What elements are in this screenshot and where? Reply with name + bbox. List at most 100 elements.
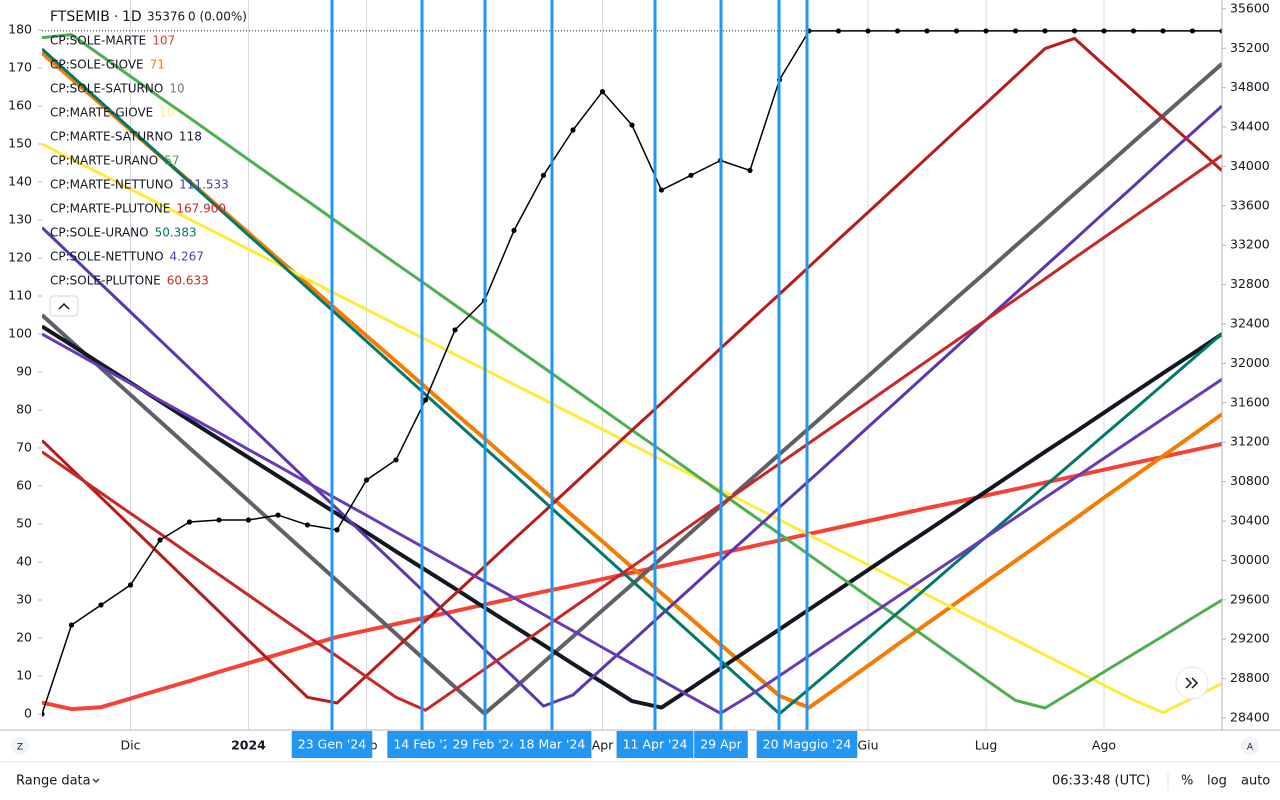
y2-tick-label: 31600 bbox=[1230, 394, 1270, 409]
price-point bbox=[216, 517, 222, 523]
series-line bbox=[42, 332, 1222, 715]
y-tick-label: 140 bbox=[8, 174, 32, 189]
price-point bbox=[1219, 28, 1222, 34]
y2-tick-label: 34000 bbox=[1230, 158, 1270, 173]
collapse-button[interactable] bbox=[49, 295, 79, 317]
scroll-icon bbox=[1185, 677, 1193, 689]
legend-value: 107 bbox=[152, 34, 175, 48]
price-point bbox=[393, 457, 399, 463]
y-tick-label: 10 bbox=[16, 668, 32, 683]
y2-tick-label: 35200 bbox=[1230, 40, 1270, 55]
scroll-icon bbox=[1191, 677, 1199, 689]
price-point bbox=[422, 397, 429, 403]
price-point bbox=[835, 28, 842, 34]
series-line bbox=[42, 154, 1222, 712]
price-point bbox=[570, 127, 576, 133]
price-point bbox=[511, 227, 517, 234]
legend-name: CP:SOLE-NETTUNO bbox=[50, 250, 164, 264]
price-point bbox=[658, 187, 665, 193]
y-tick-label: 180 bbox=[8, 22, 32, 37]
range-button[interactable]: Range data bbox=[16, 774, 91, 789]
price-point bbox=[275, 512, 281, 518]
symbol: FTSEMIB bbox=[50, 9, 110, 25]
price-point bbox=[1071, 28, 1078, 34]
price-point bbox=[363, 477, 370, 483]
price-point bbox=[334, 527, 340, 533]
price-point bbox=[599, 88, 606, 95]
legend-name: CP:MARTE-URANO bbox=[50, 154, 158, 168]
series-line bbox=[42, 62, 1222, 716]
y2-tick-label: 30400 bbox=[1230, 513, 1270, 528]
y-tick-label: 90 bbox=[16, 364, 32, 379]
z-button[interactable] bbox=[11, 737, 29, 755]
event-label: 23 Gen '24 bbox=[298, 737, 367, 752]
y-tick-label: 150 bbox=[8, 136, 32, 151]
y2-tick-label: 32400 bbox=[1230, 316, 1270, 331]
price-point bbox=[1012, 28, 1019, 34]
y2-tick-label: 33200 bbox=[1230, 237, 1270, 252]
y-tick-label: 160 bbox=[8, 98, 32, 113]
price-point bbox=[42, 711, 45, 717]
y2-tick-label: 29600 bbox=[1230, 591, 1270, 606]
y2-tick-label: 33600 bbox=[1230, 197, 1270, 212]
legend-name: CP:MARTE-NETTUNO bbox=[50, 178, 173, 192]
legend-value: 10 bbox=[169, 82, 184, 96]
series-line bbox=[42, 36, 1222, 705]
y2-tick-label: 30800 bbox=[1230, 473, 1270, 488]
price-point bbox=[1042, 28, 1048, 34]
price-point bbox=[1101, 28, 1107, 34]
percent-toggle[interactable]: % bbox=[1181, 774, 1193, 789]
legend: FTSEMIB · 1D 35376 0 (0.00%) CP:SOLE-MAR… bbox=[50, 9, 247, 288]
collapse-button-box[interactable] bbox=[49, 295, 79, 317]
event-label: 20 Maggio '24 bbox=[763, 737, 852, 752]
event-label: 14 Feb '2 bbox=[393, 737, 450, 752]
y2-tick-label: 34800 bbox=[1230, 79, 1270, 94]
price-point bbox=[953, 28, 960, 34]
plot-area bbox=[42, 28, 1222, 717]
price-point bbox=[924, 28, 930, 34]
series-line bbox=[42, 104, 1222, 708]
legend-value: 57 bbox=[164, 154, 179, 168]
x-tick-label: Apr bbox=[592, 738, 614, 753]
grid bbox=[130, 0, 1105, 730]
x-tick-label: 2024 bbox=[231, 738, 266, 753]
price-point bbox=[186, 519, 193, 525]
events: 23 Gen '24 14 Feb '2 29 Feb '24 18 Mar '24 1… bbox=[291, 0, 858, 758]
price-point bbox=[452, 327, 458, 333]
a-label[interactable]: A bbox=[1247, 743, 1254, 753]
price-point bbox=[747, 167, 753, 173]
event-label: 11 Apr '24 bbox=[623, 737, 688, 752]
legend-value: 60.633 bbox=[167, 274, 209, 288]
price-point bbox=[245, 517, 252, 523]
auto-toggle[interactable]: auto bbox=[1241, 774, 1270, 789]
price-point bbox=[865, 28, 871, 34]
price-point bbox=[304, 522, 311, 528]
y-tick-label: 60 bbox=[16, 478, 32, 493]
event-label: 29 Feb '24 bbox=[452, 737, 517, 752]
legend-name: CP:SOLE-URANO bbox=[50, 226, 149, 240]
event-label-box bbox=[756, 731, 858, 758]
legend-value: 71 bbox=[150, 58, 165, 72]
a-button[interactable] bbox=[1241, 737, 1259, 755]
price-point bbox=[1160, 28, 1166, 34]
y-tick-label: 80 bbox=[16, 402, 32, 417]
z-label[interactable]: Z bbox=[17, 743, 23, 753]
axes: Dic2024FebAprGiuLugAgo010203040506070809… bbox=[0, 0, 1280, 753]
legend-name: CP:MARTE-SATURNO bbox=[50, 130, 173, 144]
log-toggle[interactable]: log bbox=[1207, 774, 1227, 789]
y-tick-label: 110 bbox=[8, 288, 32, 303]
legend-value: 50.383 bbox=[155, 226, 197, 240]
y2-tick-label: 29200 bbox=[1230, 631, 1270, 646]
event-label-box bbox=[387, 731, 457, 758]
event-label: 18 Mar '24 bbox=[519, 737, 586, 752]
event-label-box bbox=[291, 731, 373, 758]
legend-value: 118 bbox=[179, 130, 202, 144]
price-point bbox=[127, 582, 134, 588]
scroll-button[interactable] bbox=[1175, 666, 1209, 700]
legend-name: CP:SOLE-MARTE bbox=[50, 34, 146, 48]
event-label-box bbox=[694, 731, 748, 758]
y-tick-label: 0 bbox=[24, 706, 32, 721]
series-line bbox=[42, 47, 1222, 716]
x-tick-label: Giu bbox=[857, 738, 878, 753]
